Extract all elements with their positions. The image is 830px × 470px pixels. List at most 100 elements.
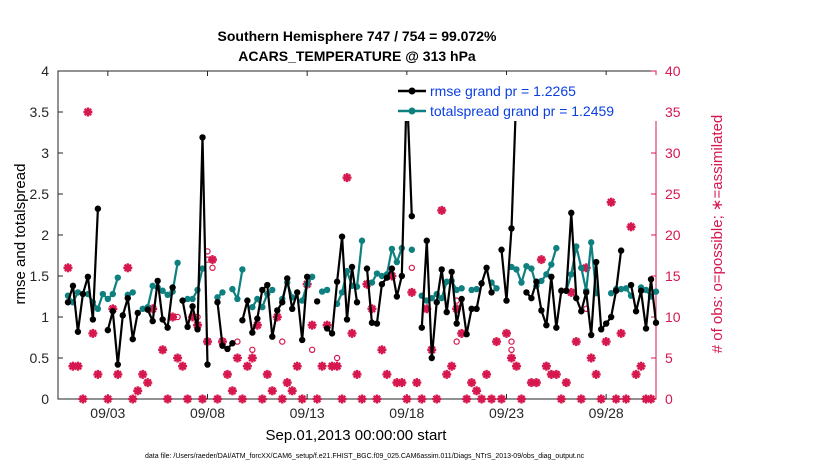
obs-assimilated-marker [561, 378, 571, 388]
totalspread-point [308, 273, 316, 281]
rmse-point [607, 313, 615, 321]
totalspread-point [528, 265, 535, 272]
obs-assimilated-marker [317, 361, 327, 371]
obs-possible-marker [308, 346, 316, 353]
obs-assimilated-stroke [313, 394, 322, 404]
y-tick-label-left: 3 [41, 145, 49, 161]
totalspread-point [373, 270, 381, 277]
rmse-point [583, 289, 590, 296]
obs-assimilated-marker [506, 353, 516, 363]
rmse-point [602, 320, 610, 327]
obs-assimilated-marker [372, 394, 382, 404]
totalspread-point [139, 305, 146, 312]
y-tick-label-left: 2.5 [30, 186, 50, 202]
totalspread-point [99, 290, 107, 298]
obs-assimilated-stroke [592, 370, 601, 379]
rmse-point [333, 278, 341, 285]
totalspread-point [642, 286, 650, 294]
obs-assimilated-stroke [73, 362, 82, 371]
rmse-line-segment [181, 136, 209, 365]
rmse-point [478, 280, 485, 287]
y-tick-label-right: 40 [665, 63, 681, 79]
obs-assimilated-marker [551, 369, 561, 379]
rmse-point [64, 299, 72, 306]
rmse-point [104, 326, 112, 334]
obs-assimilated-stroke [178, 362, 187, 371]
obs-assimilated-marker [516, 394, 526, 404]
obs-assimilated-marker [83, 107, 93, 117]
rmse-point [543, 322, 550, 329]
rmse-point [254, 315, 261, 322]
obs-assimilated-stroke [308, 321, 317, 330]
obs-assimilated-marker [616, 328, 626, 338]
rmse-point [323, 325, 331, 332]
obs-assimilated-stroke [163, 394, 172, 404]
obs-assimilated-stroke [233, 353, 242, 363]
obs-assimilated-marker [412, 378, 422, 388]
totalspread-point [473, 285, 480, 293]
rmse-point [294, 289, 301, 296]
x-tick-label: 09/13 [290, 405, 325, 421]
obs-assimilated-stroke [228, 386, 237, 395]
rmse-point [179, 297, 186, 304]
rmse-point [408, 212, 416, 220]
totalspread-point [239, 266, 246, 273]
x-tick-label: 09/18 [389, 405, 424, 421]
rmse-point [229, 340, 236, 347]
rmse-point [503, 297, 510, 304]
y-tick-label-right: 35 [665, 104, 681, 120]
obs-assimilated-marker [377, 345, 387, 355]
obs-assimilated-marker [103, 394, 113, 404]
totalspread-point [548, 261, 555, 268]
obs-assimilated-marker [78, 394, 88, 404]
obs-assimilated-stroke [138, 370, 147, 379]
rmse-point [578, 308, 585, 315]
obs-assimilated-marker [332, 361, 342, 371]
rmse-point [149, 317, 156, 325]
obs-assimilated-marker [93, 369, 103, 379]
obs-assimilated-stroke [123, 263, 132, 272]
obs-assimilated-stroke [532, 378, 541, 387]
obs-assimilated-marker [128, 394, 138, 404]
obs-assimilated-marker [487, 394, 497, 404]
obs-assimilated-marker [467, 378, 477, 388]
obs-assimilated-stroke [492, 337, 501, 346]
obs-assimilated-stroke [602, 337, 611, 346]
chart-title: Southern Hemisphere 747 / 754 = 99.072% [218, 28, 498, 44]
obs-assimilated-stroke [467, 378, 476, 387]
rmse-point [94, 205, 102, 212]
obs-assimilated-stroke [128, 394, 137, 404]
legend-rmse-label: rmse grand pr = 1.2265 [430, 83, 576, 99]
rmse-point [388, 265, 396, 272]
obs-assimilated-stroke [542, 362, 551, 371]
obs-assimilated-stroke [477, 394, 486, 404]
rmse-line-segment [500, 88, 518, 302]
rmse-point [199, 134, 206, 141]
rmse-point [74, 328, 82, 335]
obs-assimilated-stroke [567, 288, 576, 297]
obs-assimilated-stroke [213, 394, 222, 404]
obs-assimilated-stroke [587, 353, 596, 363]
obs-assimilated-marker [596, 394, 606, 404]
obs-possible-marker [249, 346, 256, 353]
obs-assimilated-marker [123, 263, 133, 273]
totalspread-point [513, 266, 520, 273]
rmse-point [443, 308, 450, 316]
obs-assimilated-marker [462, 394, 472, 404]
obs-assimilated-stroke [632, 370, 641, 379]
obs-assimilated-marker [88, 328, 98, 338]
totalspread-point [338, 289, 346, 296]
obs-assimilated-marker [173, 353, 183, 363]
x-tick-label: 09/08 [190, 405, 225, 421]
totalspread-point [259, 303, 266, 311]
obs-assimilated-stroke [562, 378, 571, 387]
y-tick-label-right: 0 [665, 391, 673, 407]
totalspread-point [438, 294, 445, 302]
rmse-point [194, 326, 201, 333]
rmse-point [289, 305, 296, 312]
obs-assimilated-stroke [572, 337, 581, 346]
obs-assimilated-marker [636, 361, 646, 371]
obs-assimilated-stroke [412, 378, 421, 387]
obs-assimilated-marker [168, 312, 178, 322]
obs-assimilated-marker [143, 378, 153, 388]
